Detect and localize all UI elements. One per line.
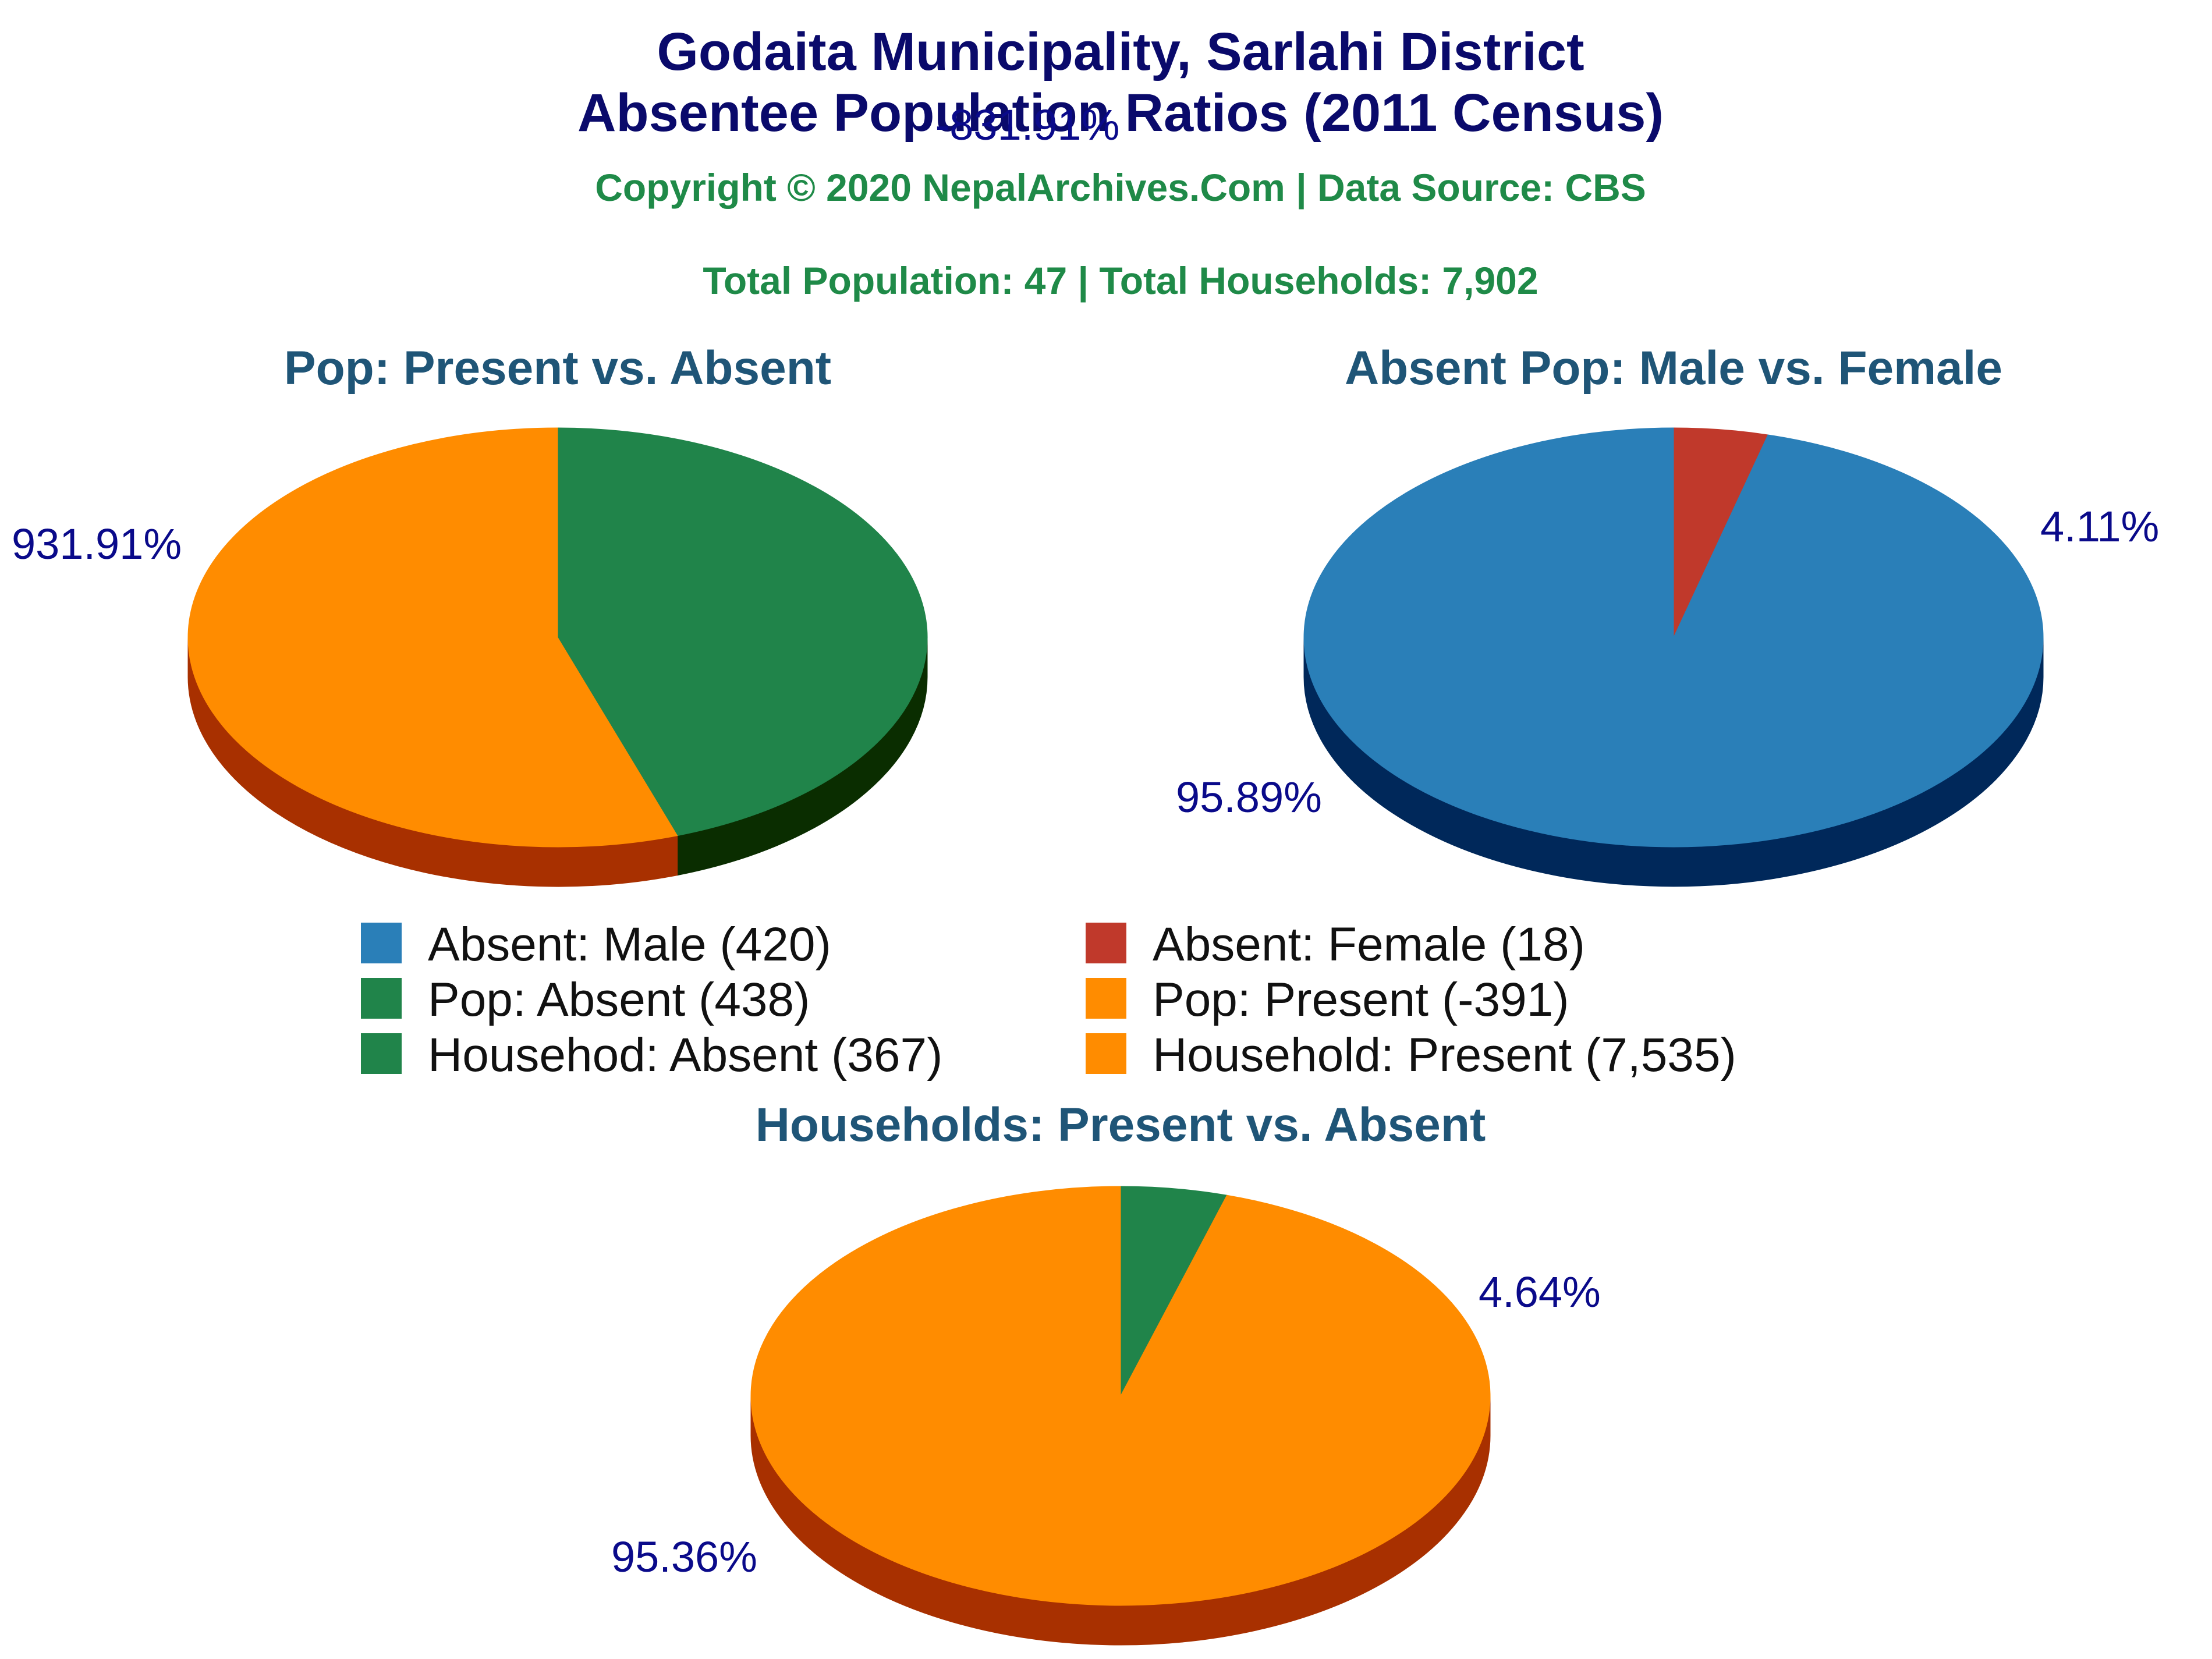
pie-2-slice-absent-male xyxy=(1303,427,2044,848)
pie-3-slice-household-present xyxy=(750,1186,1491,1606)
legend-swatch-pop-present xyxy=(1086,978,1126,1019)
chart-title-line1: Godaita Municipality, Sarlahi District xyxy=(657,22,1584,81)
pie-2-percent-label: 95.89% xyxy=(1176,773,1322,821)
pie3-title: Households: Present vs. Absent xyxy=(756,1098,1486,1151)
pie-1 xyxy=(187,427,928,887)
legend-swatch-household-absent xyxy=(361,1033,402,1074)
label-layer: -831.91% 931.91% 4.11% 95.89% 4.64% 95.36% xyxy=(12,101,2159,1581)
chart-title-line2: Absentee Population Ratios (2011 Census) xyxy=(577,83,1664,143)
pie-3-percent-label: 4.64% xyxy=(1479,1268,1601,1316)
legend-swatch-household-present xyxy=(1086,1033,1126,1074)
pie1-title: Pop: Present vs. Absent xyxy=(284,342,831,395)
legend: Absent: Male (420) Absent: Female (18) P… xyxy=(361,918,1736,1082)
legend-label-household-present: Household: Present (7,535) xyxy=(1153,1029,1736,1082)
pie-2-percent-label: 4.11% xyxy=(2040,502,2159,551)
pie-1-slice-pop-present xyxy=(187,427,678,848)
pie-2 xyxy=(1303,427,2044,887)
legend-swatch-pop-absent xyxy=(361,978,402,1019)
pie-3 xyxy=(750,1186,1491,1646)
pie-3-percent-label: 95.36% xyxy=(611,1533,757,1581)
pie-1-percent-label: 931.91% xyxy=(12,520,182,568)
legend-label-absent-male: Absent: Male (420) xyxy=(428,918,831,971)
pie-layer xyxy=(187,427,2044,1646)
copyright-text: Copyright © 2020 NepalArchives.Com | Dat… xyxy=(595,166,1646,210)
legend-swatch-absent-male xyxy=(361,923,402,963)
pie2-title: Absent Pop: Male vs. Female xyxy=(1345,342,2002,395)
totals-text: Total Population: 47 | Total Households:… xyxy=(703,259,1538,303)
legend-label-household-absent: Househod: Absent (367) xyxy=(428,1029,942,1082)
legend-label-pop-present: Pop: Present (-391) xyxy=(1153,973,1569,1026)
pie-1-slice-pop-absent xyxy=(557,427,928,836)
legend-swatch-absent-female xyxy=(1086,923,1126,963)
pie-3-slice-househod-absent xyxy=(1120,1186,1228,1396)
pie-1-percent-label: -831.91% xyxy=(935,101,1120,149)
legend-label-absent-female: Absent: Female (18) xyxy=(1153,918,1585,971)
legend-label-pop-absent: Pop: Absent (438) xyxy=(428,973,810,1026)
